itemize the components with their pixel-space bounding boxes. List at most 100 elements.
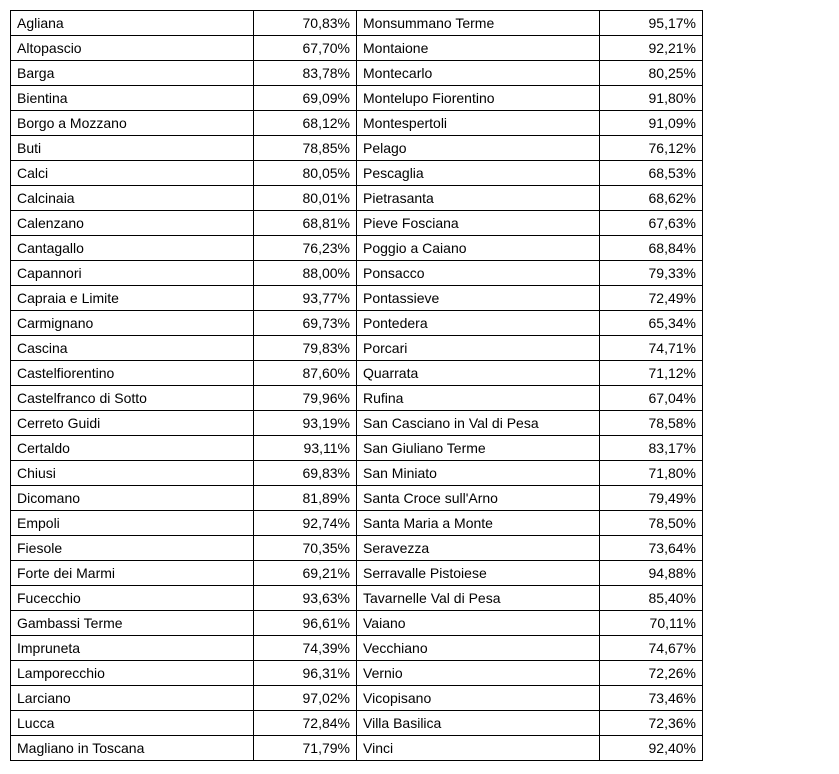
municipality-name-cell: Santa Croce sull'Arno	[357, 486, 600, 511]
municipality-name-cell: Dicomano	[11, 486, 254, 511]
percentage-cell: 67,63%	[600, 211, 703, 236]
municipality-name-cell: Pieve Fosciana	[357, 211, 600, 236]
table-row: Carmignano69,73%Pontedera65,34%	[11, 311, 703, 336]
table-row: Cascina79,83%Porcari74,71%	[11, 336, 703, 361]
municipality-name-cell: Calenzano	[11, 211, 254, 236]
municipality-name-cell: Quarrata	[357, 361, 600, 386]
percentage-cell: 93,77%	[254, 286, 357, 311]
percentage-cell: 68,53%	[600, 161, 703, 186]
table-row: Forte dei Marmi69,21%Serravalle Pistoies…	[11, 561, 703, 586]
percentage-cell: 74,71%	[600, 336, 703, 361]
municipality-name-cell: Pietrasanta	[357, 186, 600, 211]
table-row: Gambassi Terme96,61%Vaiano70,11%	[11, 611, 703, 636]
municipality-name-cell: Cascina	[11, 336, 254, 361]
municipality-name-cell: Altopascio	[11, 36, 254, 61]
municipality-name-cell: Capannori	[11, 261, 254, 286]
table-row: Fucecchio93,63%Tavarnelle Val di Pesa85,…	[11, 586, 703, 611]
percentage-cell: 92,40%	[600, 736, 703, 761]
municipality-name-cell: Pontassieve	[357, 286, 600, 311]
municipality-name-cell: Villa Basilica	[357, 711, 600, 736]
municipality-name-cell: Barga	[11, 61, 254, 86]
percentage-cell: 74,39%	[254, 636, 357, 661]
percentage-cell: 73,64%	[600, 536, 703, 561]
percentage-cell: 72,84%	[254, 711, 357, 736]
municipality-name-cell: Montaione	[357, 36, 600, 61]
table-row: Empoli92,74%Santa Maria a Monte78,50%	[11, 511, 703, 536]
municipality-name-cell: Monsummano Terme	[357, 11, 600, 36]
table-row: Buti78,85%Pelago76,12%	[11, 136, 703, 161]
municipality-name-cell: Forte dei Marmi	[11, 561, 254, 586]
municipality-name-cell: Pontedera	[357, 311, 600, 336]
table-row: Certaldo93,11%San Giuliano Terme83,17%	[11, 436, 703, 461]
percentage-cell: 96,31%	[254, 661, 357, 686]
percentage-cell: 80,01%	[254, 186, 357, 211]
municipality-name-cell: Carmignano	[11, 311, 254, 336]
table-row: Calcinaia80,01%Pietrasanta68,62%	[11, 186, 703, 211]
percentage-cell: 93,19%	[254, 411, 357, 436]
table-row: Bientina69,09%Montelupo Fiorentino91,80%	[11, 86, 703, 111]
table-row: Calci80,05%Pescaglia68,53%	[11, 161, 703, 186]
table-row: Barga83,78%Montecarlo80,25%	[11, 61, 703, 86]
percentage-cell: 87,60%	[254, 361, 357, 386]
percentage-cell: 79,33%	[600, 261, 703, 286]
municipality-name-cell: Lamporecchio	[11, 661, 254, 686]
percentage-cell: 69,83%	[254, 461, 357, 486]
percentage-cell: 76,12%	[600, 136, 703, 161]
table-row: Chiusi69,83%San Miniato71,80%	[11, 461, 703, 486]
municipality-name-cell: Vinci	[357, 736, 600, 761]
percentage-cell: 79,96%	[254, 386, 357, 411]
municipality-name-cell: Capraia e Limite	[11, 286, 254, 311]
table-row: Altopascio67,70%Montaione92,21%	[11, 36, 703, 61]
municipality-name-cell: Fucecchio	[11, 586, 254, 611]
table-row: Lucca72,84%Villa Basilica72,36%	[11, 711, 703, 736]
municipality-name-cell: Pelago	[357, 136, 600, 161]
percentage-cell: 80,25%	[600, 61, 703, 86]
percentage-cell: 81,89%	[254, 486, 357, 511]
municipality-name-cell: Vecchiano	[357, 636, 600, 661]
municipality-name-cell: Bientina	[11, 86, 254, 111]
municipality-name-cell: Ponsacco	[357, 261, 600, 286]
percentage-cell: 76,23%	[254, 236, 357, 261]
percentage-cell: 83,17%	[600, 436, 703, 461]
percentage-cell: 96,61%	[254, 611, 357, 636]
percentage-cell: 79,83%	[254, 336, 357, 361]
percentage-cell: 69,73%	[254, 311, 357, 336]
percentage-cell: 91,09%	[600, 111, 703, 136]
percentage-cell: 71,12%	[600, 361, 703, 386]
percentage-cell: 68,12%	[254, 111, 357, 136]
municipality-name-cell: Pescaglia	[357, 161, 600, 186]
percentage-cell: 94,88%	[600, 561, 703, 586]
percentage-cell: 93,63%	[254, 586, 357, 611]
percentage-cell: 78,85%	[254, 136, 357, 161]
percentage-cell: 74,67%	[600, 636, 703, 661]
percentage-cell: 70,83%	[254, 11, 357, 36]
municipality-name-cell: Gambassi Terme	[11, 611, 254, 636]
municipality-name-cell: Serravalle Pistoiese	[357, 561, 600, 586]
municipality-name-cell: Castelfranco di Sotto	[11, 386, 254, 411]
percentage-cell: 71,80%	[600, 461, 703, 486]
table-row: Cantagallo76,23%Poggio a Caiano68,84%	[11, 236, 703, 261]
table-row: Capraia e Limite93,77%Pontassieve72,49%	[11, 286, 703, 311]
percentage-cell: 88,00%	[254, 261, 357, 286]
municipality-name-cell: Calci	[11, 161, 254, 186]
percentage-cell: 65,34%	[600, 311, 703, 336]
percentage-cell: 92,21%	[600, 36, 703, 61]
percentage-cell: 95,17%	[600, 11, 703, 36]
municipality-name-cell: Rufina	[357, 386, 600, 411]
percentage-cell: 79,49%	[600, 486, 703, 511]
table-row: Castelfiorentino87,60%Quarrata71,12%	[11, 361, 703, 386]
municipality-table-wrap: Agliana70,83%Monsummano Terme95,17%Altop…	[10, 10, 703, 761]
percentage-cell: 80,05%	[254, 161, 357, 186]
municipality-name-cell: Calcinaia	[11, 186, 254, 211]
table-row: Cerreto Guidi93,19%San Casciano in Val d…	[11, 411, 703, 436]
percentage-cell: 70,35%	[254, 536, 357, 561]
municipality-name-cell: Fiesole	[11, 536, 254, 561]
percentage-cell: 71,79%	[254, 736, 357, 761]
municipality-name-cell: Vaiano	[357, 611, 600, 636]
municipality-name-cell: Montecarlo	[357, 61, 600, 86]
table-row: Capannori88,00%Ponsacco79,33%	[11, 261, 703, 286]
percentage-cell: 70,11%	[600, 611, 703, 636]
municipality-name-cell: Montespertoli	[357, 111, 600, 136]
table-row: Fiesole70,35%Seravezza73,64%	[11, 536, 703, 561]
percentage-cell: 93,11%	[254, 436, 357, 461]
